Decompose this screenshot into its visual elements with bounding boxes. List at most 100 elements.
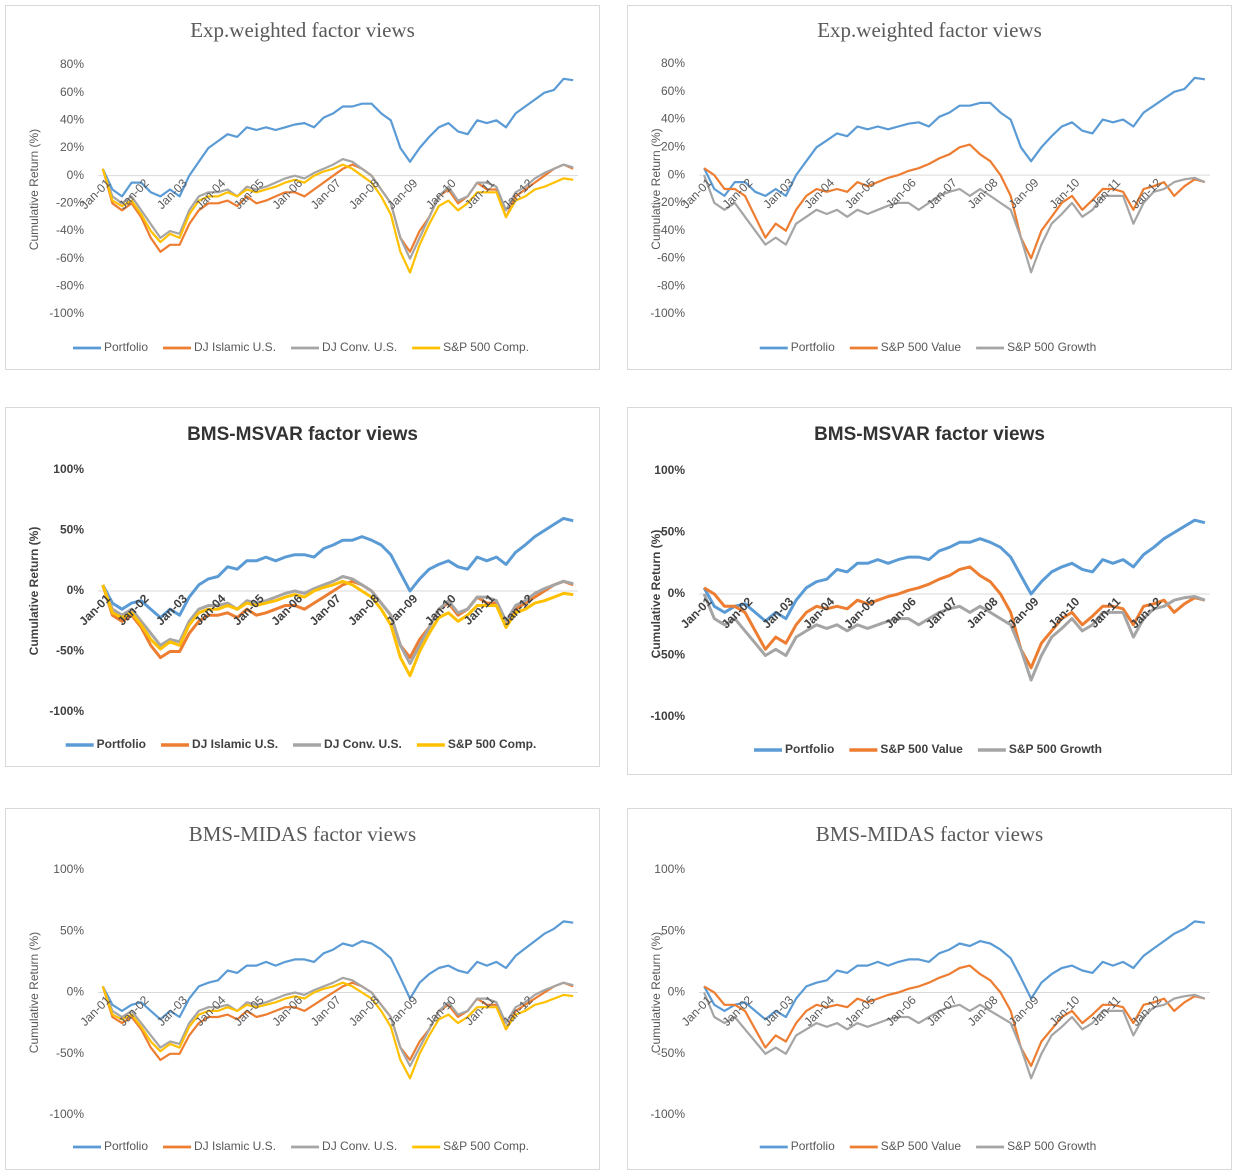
chart-panel: BMS-MSVAR factor views 100% 50% 0% -50% -100%…	[5, 407, 600, 767]
series-line	[101, 163, 574, 274]
legend-label: S&P 500 Growth	[1007, 1139, 1096, 1153]
series-line	[703, 565, 1206, 670]
y-axis-label: Cumulative Return (%)	[27, 527, 41, 656]
y-tick-label: -100%	[49, 306, 84, 320]
series-line	[703, 174, 1206, 274]
y-tick-label: 0%	[67, 583, 85, 597]
chart-panel: BMS-MIDAS factor views 100% 50% 0% -50% -100%…	[627, 808, 1232, 1170]
y-tick-label: 40%	[661, 112, 685, 126]
series-line	[703, 76, 1206, 197]
series-line	[101, 77, 574, 198]
y-tick-label: -40%	[56, 223, 84, 237]
series-line	[101, 981, 574, 1080]
legend-label: S&P 500 Comp.	[443, 340, 529, 354]
series-line	[101, 920, 574, 1021]
legend-label: DJ Islamic U.S.	[192, 737, 278, 751]
y-tick-label: 20%	[661, 140, 685, 154]
panel-frame	[5, 808, 600, 1170]
y-tick-label: -80%	[657, 278, 685, 292]
y-tick-label: -20%	[56, 196, 84, 210]
y-tick-label: 80%	[661, 56, 685, 70]
y-tick-label: -50%	[657, 1046, 685, 1060]
y-tick-label: -100%	[650, 1107, 685, 1121]
legend-label: Portfolio	[785, 742, 834, 756]
y-tick-label: -80%	[56, 279, 84, 293]
legend-label: DJ Conv. U.S.	[324, 737, 402, 751]
legend-label: Portfolio	[104, 1139, 148, 1153]
y-tick-label: -100%	[650, 709, 685, 723]
series-line	[702, 593, 1206, 682]
y-tick-label: -60%	[56, 251, 84, 265]
legend-label: DJ Conv. U.S.	[322, 340, 397, 354]
y-tick-label: 100%	[654, 463, 685, 477]
legend-label: DJ Islamic U.S.	[194, 340, 276, 354]
series-line	[101, 976, 574, 1068]
series-line	[703, 992, 1206, 1080]
y-tick-label: 60%	[661, 84, 685, 98]
legend-label: S&P 500 Value	[880, 742, 963, 756]
y-tick-label: 50%	[661, 923, 685, 937]
chart-panel: BMS-MIDAS factor views 100% 50% 0% -50% -100%…	[5, 808, 600, 1170]
y-tick-label: -50%	[56, 644, 84, 658]
y-tick-label: 100%	[654, 862, 685, 876]
series-line	[101, 575, 574, 666]
y-tick-label: 60%	[60, 85, 84, 99]
chart-panel: Exp.weighted factor views 80% 60% 40% 20% 0% -…	[627, 5, 1232, 370]
chart-title: BMS-MIDAS factor views	[816, 822, 1043, 846]
panel-frame	[5, 407, 600, 767]
y-tick-label: 100%	[53, 462, 84, 476]
y-tick-label: -100%	[650, 306, 685, 320]
series-line	[101, 579, 574, 660]
y-tick-label: -20%	[657, 195, 685, 209]
panel-frame	[627, 407, 1232, 775]
y-tick-label: -50%	[56, 1046, 84, 1060]
y-tick-label: 40%	[60, 113, 84, 127]
y-tick-label: 50%	[60, 523, 84, 537]
panel-frame	[5, 5, 600, 370]
chart-panel: Exp.weighted factor views 80% 60% 40% 20% 0% -…	[5, 5, 600, 370]
series-line	[101, 163, 574, 253]
y-tick-label: 50%	[60, 923, 84, 937]
y-tick-label: 0%	[668, 586, 686, 600]
legend-label: DJ Islamic U.S.	[194, 1139, 276, 1153]
chart-title: Exp.weighted factor views	[190, 18, 415, 42]
chart-title: BMS-MSVAR factor views	[187, 424, 418, 445]
panel-frame	[627, 5, 1232, 370]
legend-label: Portfolio	[791, 1139, 835, 1153]
y-tick-label: 0%	[67, 985, 85, 999]
y-tick-label: 50%	[661, 525, 685, 539]
legend-label: S&P 500 Value	[881, 1139, 962, 1153]
series-line	[101, 579, 574, 678]
series-line	[703, 143, 1206, 260]
series-line	[703, 964, 1206, 1068]
y-axis-label: Cumulative Return (%)	[649, 530, 663, 659]
series-line	[702, 518, 1206, 623]
y-tick-label: 0%	[668, 167, 686, 181]
legend-label: Portfolio	[104, 340, 148, 354]
chart-title: BMS-MSVAR factor views	[814, 424, 1045, 445]
y-tick-label: 0%	[67, 168, 85, 182]
y-axis-label: Cumulative Return (%)	[649, 128, 663, 249]
y-axis-label: Cumulative Return (%)	[649, 932, 663, 1053]
y-tick-label: 20%	[60, 140, 84, 154]
chart-panel: BMS-MSVAR factor views 100% 50% 0% -50% -100%…	[627, 407, 1232, 775]
chart-title: BMS-MIDAS factor views	[189, 822, 416, 846]
legend-label: Portfolio	[791, 340, 835, 354]
series-line	[101, 981, 574, 1061]
y-tick-label: -60%	[657, 251, 685, 265]
y-tick-label: -50%	[657, 648, 685, 662]
legend-label: S&P 500 Growth	[1007, 340, 1096, 354]
series-line	[101, 158, 574, 260]
y-axis-label: Cumulative Return (%)	[27, 129, 41, 250]
legend-label: S&P 500 Value	[881, 340, 962, 354]
chart-title: Exp.weighted factor views	[817, 18, 1042, 42]
legend-label: S&P 500 Growth	[1009, 742, 1102, 756]
legend-label: DJ Conv. U.S.	[322, 1139, 397, 1153]
y-tick-label: -100%	[49, 1107, 84, 1121]
y-tick-label: 0%	[668, 985, 686, 999]
y-tick-label: 100%	[53, 862, 84, 876]
y-axis-label: Cumulative Return (%)	[27, 932, 41, 1053]
legend-label: Portfolio	[97, 737, 146, 751]
y-tick-label: -100%	[49, 704, 84, 718]
